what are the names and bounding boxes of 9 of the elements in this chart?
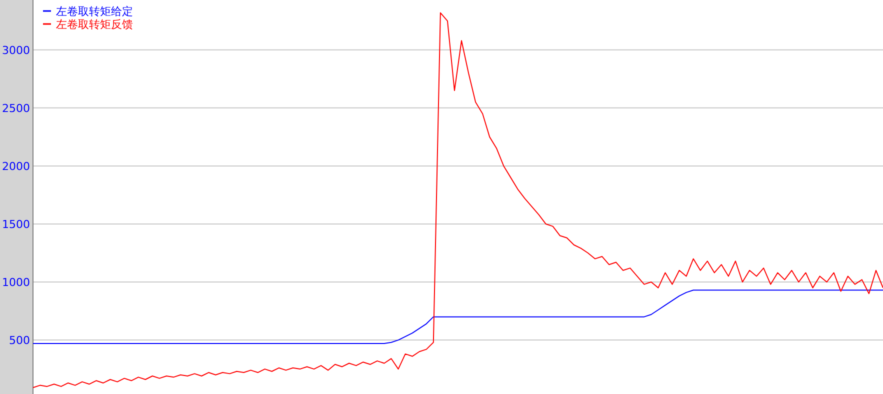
legend-label: 左卷取转矩反馈	[56, 18, 133, 31]
line-series	[32, 290, 883, 344]
y-tick-label: 2500	[2, 102, 30, 115]
y-tick-label: 1500	[2, 218, 30, 231]
y-tick-label: 500	[9, 334, 30, 348]
y-tick-label: 2000	[2, 160, 30, 173]
y-tick-label: 3000	[2, 44, 30, 57]
legend-label: 左卷取转矩给定	[56, 5, 133, 18]
y-tick-label: 1000	[2, 276, 30, 290]
